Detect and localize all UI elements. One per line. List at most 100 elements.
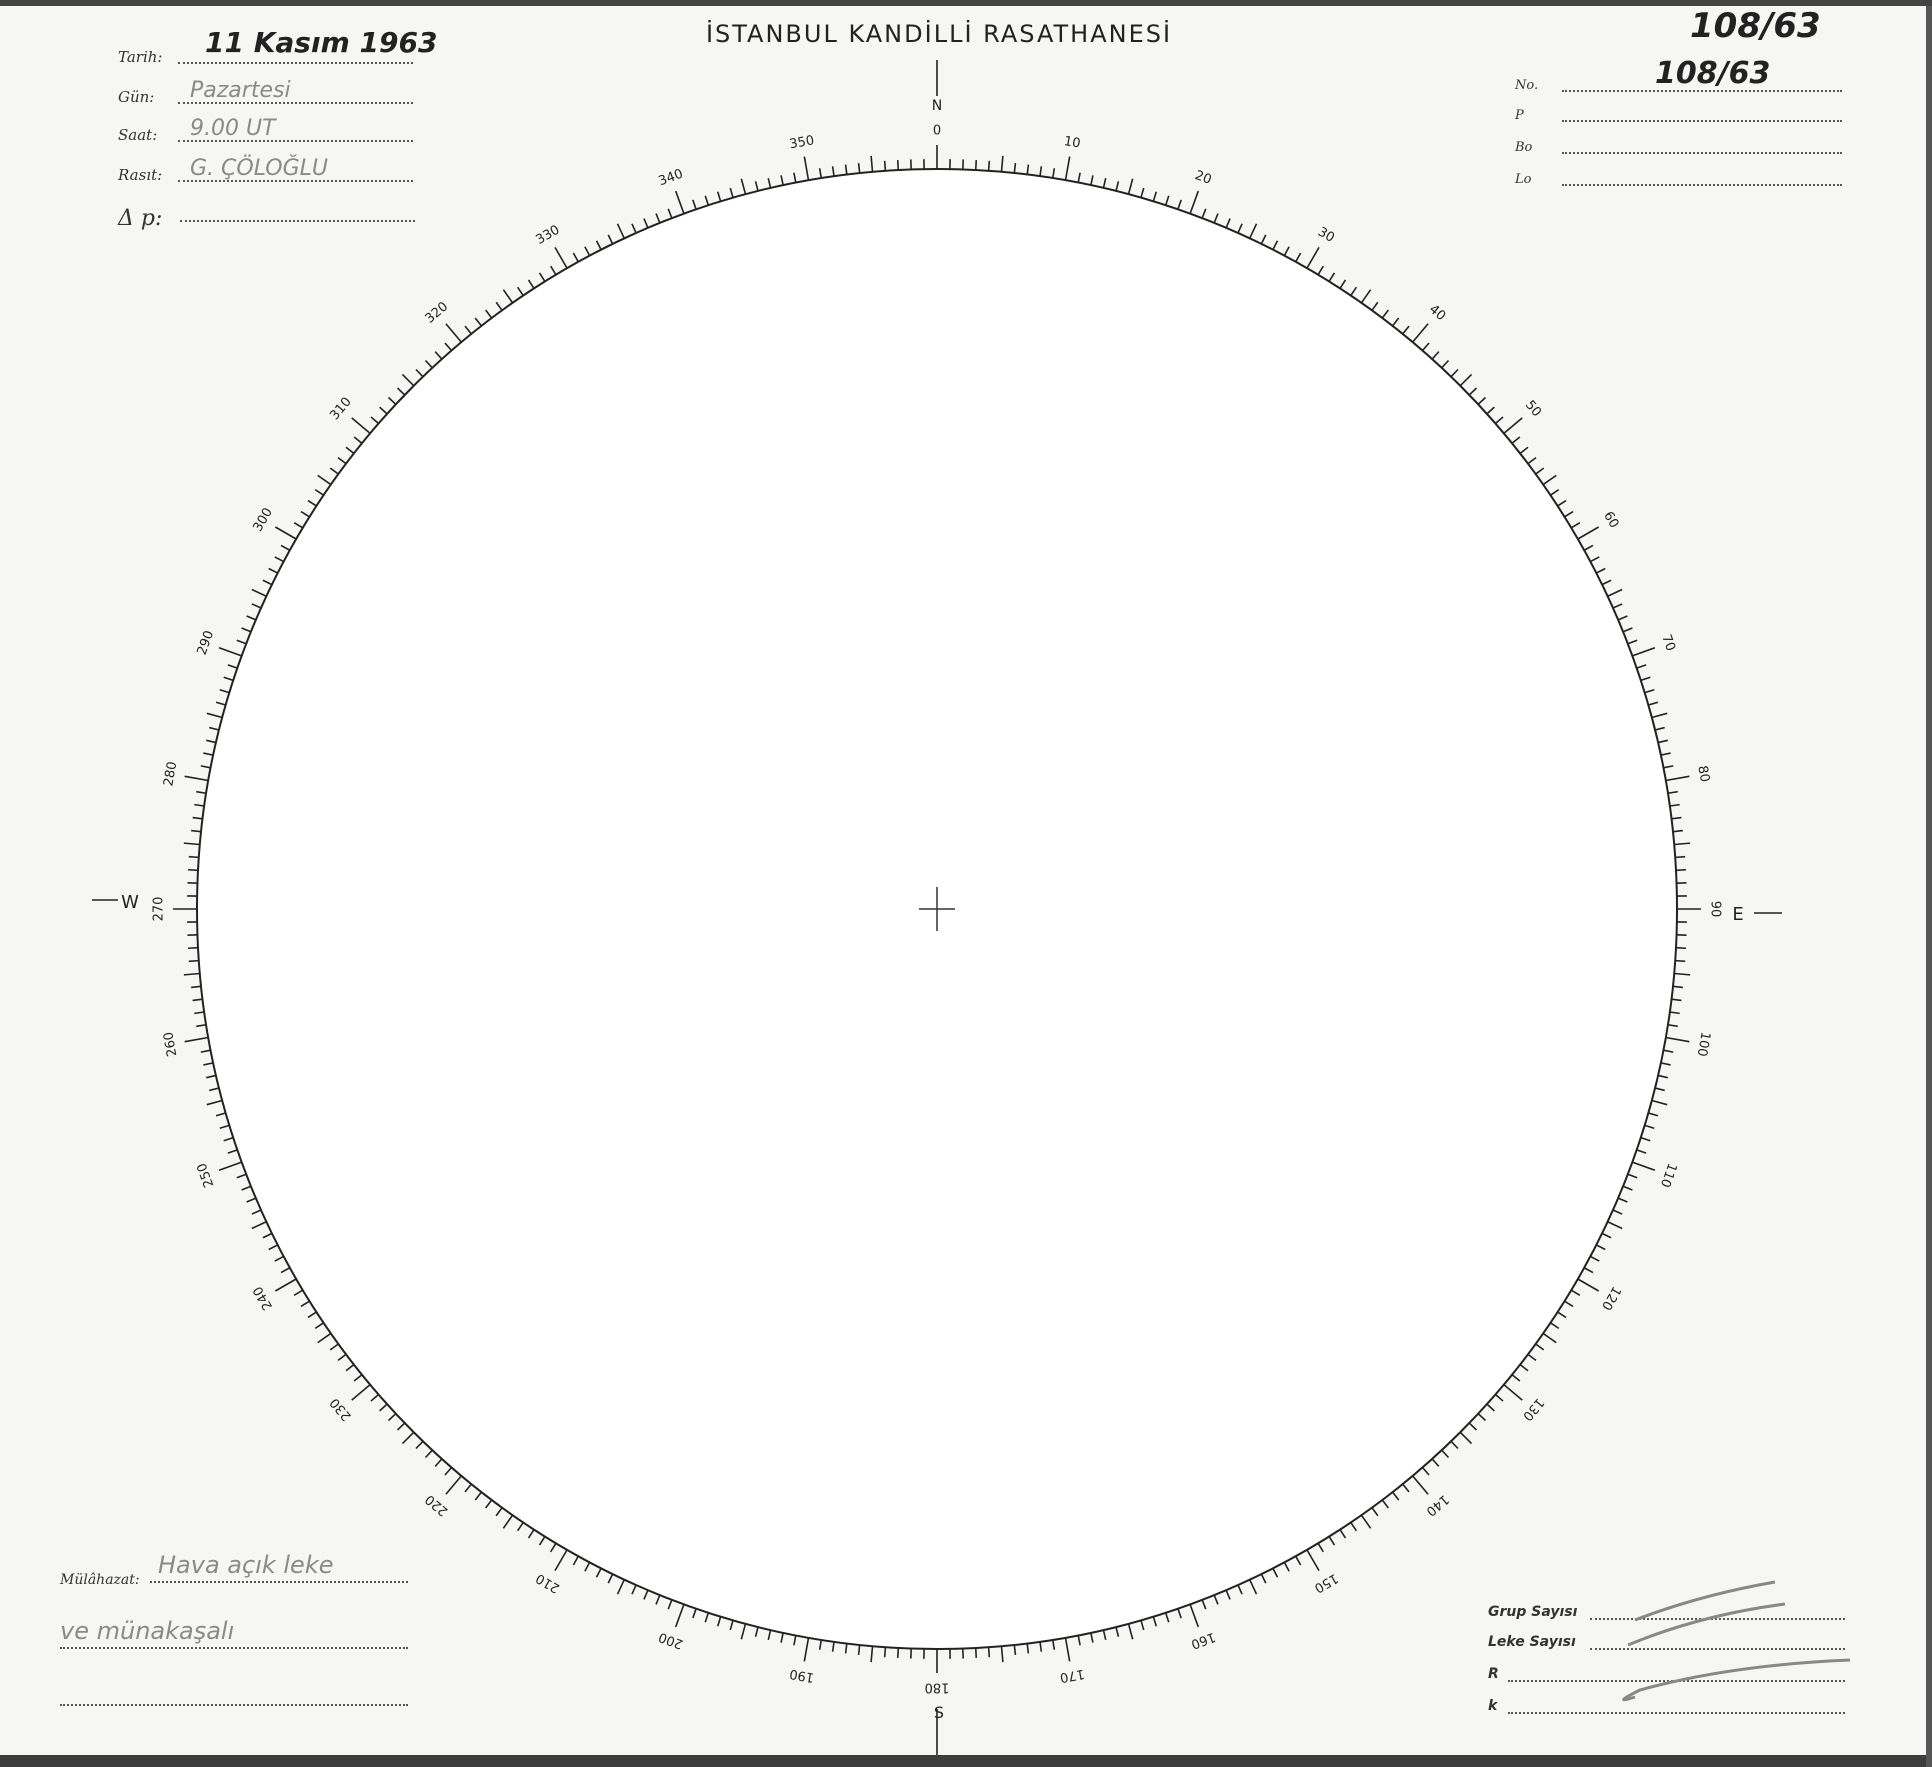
degree-tick [1339,279,1347,289]
field-value: 108/63 [1655,56,1771,91]
degree-tick [206,1099,223,1106]
degree-tick [1249,1579,1258,1595]
degree-tick [844,1643,848,1654]
degree-tick [554,1549,568,1572]
degree-tick [729,1620,734,1631]
degree-tick [987,160,991,171]
degree-tick [434,351,443,360]
degree-tick [692,199,697,210]
degree-tick [740,178,747,195]
degree-tick [1503,417,1523,434]
degree-tick [1494,416,1504,425]
degree-tick [780,1632,784,1643]
degree-tick [1064,156,1071,181]
degree-tick [631,223,637,234]
degree-tick [643,218,649,229]
degree-tick [1601,1232,1612,1239]
degree-tick [246,615,257,621]
degree-tick [1213,213,1219,224]
degree-tick [1577,526,1600,540]
degree-tick [754,181,759,192]
degree-tick [803,1637,810,1662]
degree-tick [370,1393,380,1402]
degree-tick [1295,252,1302,263]
field-line [178,102,413,104]
degree-tick [857,1644,861,1655]
degree-tick [1295,1555,1302,1566]
degree-tick [674,1604,685,1628]
degree-tick [1632,1161,1656,1172]
degree-tick [1360,289,1372,304]
degree-tick [191,985,202,989]
degree-tick [803,156,810,181]
degree-tick [1644,688,1655,694]
degree-tick [370,416,380,425]
degree-tick [1102,178,1107,189]
degree-tick [1640,1136,1651,1142]
degree-tick [1542,474,1557,486]
degree-tick [607,234,614,245]
degree-tick [424,359,433,369]
degree-tick [1570,1289,1581,1296]
degree-label: 110 [1657,1161,1680,1189]
degree-tick [1306,1549,1320,1572]
degree-tick [1064,1637,1071,1662]
degree-tick [351,1384,371,1401]
degree-tick [1644,1124,1655,1130]
field-label: Δ p: [118,206,163,231]
degree-tick [1339,1529,1347,1539]
degree-tick [1260,234,1267,245]
degree-tick [218,646,242,657]
degree-tick [1675,868,1687,872]
degree-tick [1249,223,1258,239]
degree-tick [1013,163,1017,174]
degree-tick [218,1161,242,1172]
degree-tick [1486,406,1495,415]
degree-label: 190 [788,1666,815,1685]
degree-tick [1590,556,1600,563]
field-label: Saat: [118,126,158,144]
degree-tick [219,688,230,694]
degree-tick [1152,191,1158,202]
degree-tick [1564,510,1574,518]
field-line [1562,90,1842,92]
degree-tick [206,712,223,719]
degree-tick [1675,946,1687,950]
degree-tick [1441,359,1450,369]
degree-label: 100 [1694,1031,1713,1058]
degree-tick [1431,1458,1440,1467]
degree-tick [183,842,200,846]
degree-tick [631,1584,637,1595]
degree-tick [227,664,238,669]
degree-tick [584,246,591,256]
summary-line [1508,1712,1845,1714]
degree-tick [401,373,415,387]
field-label: Tarih: [118,48,163,66]
degree-tick [1486,1403,1495,1412]
degree-tick [236,639,247,645]
degree-tick [236,1173,247,1179]
degree-tick [484,309,493,319]
degree-tick [1260,1573,1267,1584]
degree-tick [464,1483,472,1493]
degree-tick [740,1623,747,1640]
degree-tick [183,972,200,976]
degree-tick [445,323,462,343]
degree-tick [1617,1197,1628,1203]
west-label: W [121,892,139,913]
degree-tick [317,474,332,486]
degree-tick [206,1074,217,1079]
degree-tick [527,279,535,289]
degree-tick [251,1221,267,1230]
degree-tick [1115,181,1120,192]
degree-tick [1459,373,1473,387]
degree-tick [274,556,284,563]
degree-label: 280 [161,760,180,787]
degree-tick [345,1363,355,1372]
degree-tick [883,160,887,171]
summary-label: Leke Sayısı [1488,1634,1576,1650]
degree-tick [1450,368,1459,378]
degree-label: 220 [423,1491,452,1518]
degree-tick [1283,246,1290,256]
